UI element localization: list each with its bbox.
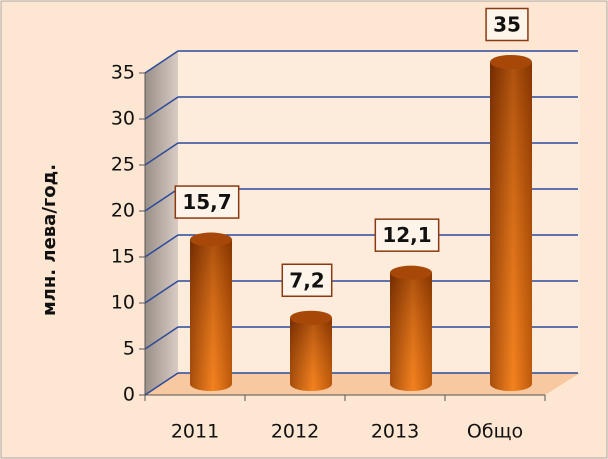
bar-part xyxy=(190,239,232,391)
bar-part xyxy=(190,232,232,247)
value-label-box xyxy=(485,7,529,42)
bar xyxy=(190,232,232,391)
y-tick-label: 20 xyxy=(111,200,135,222)
value-label-box xyxy=(174,185,240,219)
bar-part xyxy=(490,62,532,391)
grid-line xyxy=(144,142,179,166)
y-tick-label: 0 xyxy=(123,384,135,406)
grid-line xyxy=(144,50,179,74)
side-wall xyxy=(145,50,178,395)
y-tick-label: 10 xyxy=(111,292,135,314)
bar-part xyxy=(290,310,332,325)
back-wall xyxy=(178,50,580,373)
x-tick-label: 2011 xyxy=(171,421,219,443)
grid-line xyxy=(144,188,179,212)
value-label: 15,7 xyxy=(182,190,231,214)
y-axis-label: млн. лева/год. xyxy=(39,164,60,316)
bar xyxy=(490,55,532,391)
bar-part xyxy=(290,317,332,391)
value-label: 12,1 xyxy=(382,223,431,247)
bar xyxy=(390,265,432,391)
value-label: 35 xyxy=(493,13,521,37)
y-tick-label: 5 xyxy=(123,338,135,360)
bar xyxy=(290,310,332,391)
value-label: 7,2 xyxy=(289,268,324,292)
x-tick-label: Общо xyxy=(467,421,523,443)
y-tick-label: 25 xyxy=(111,154,135,176)
grid-line xyxy=(144,96,179,120)
bar-part xyxy=(490,55,532,69)
y-tick-label: 15 xyxy=(111,246,135,268)
bar-part xyxy=(390,265,432,280)
value-label-box xyxy=(374,218,440,252)
bar-part xyxy=(390,272,432,391)
value-label-box xyxy=(281,263,333,298)
grid-line xyxy=(144,234,179,258)
y-tick-label: 35 xyxy=(111,62,135,84)
grid-line xyxy=(144,326,179,350)
y-tick-label: 30 xyxy=(111,108,135,130)
floor xyxy=(145,373,580,395)
grid-line xyxy=(144,280,179,304)
x-tick-label: 2013 xyxy=(371,421,419,443)
grid-line xyxy=(144,372,179,396)
x-tick-label: 2012 xyxy=(271,421,319,443)
